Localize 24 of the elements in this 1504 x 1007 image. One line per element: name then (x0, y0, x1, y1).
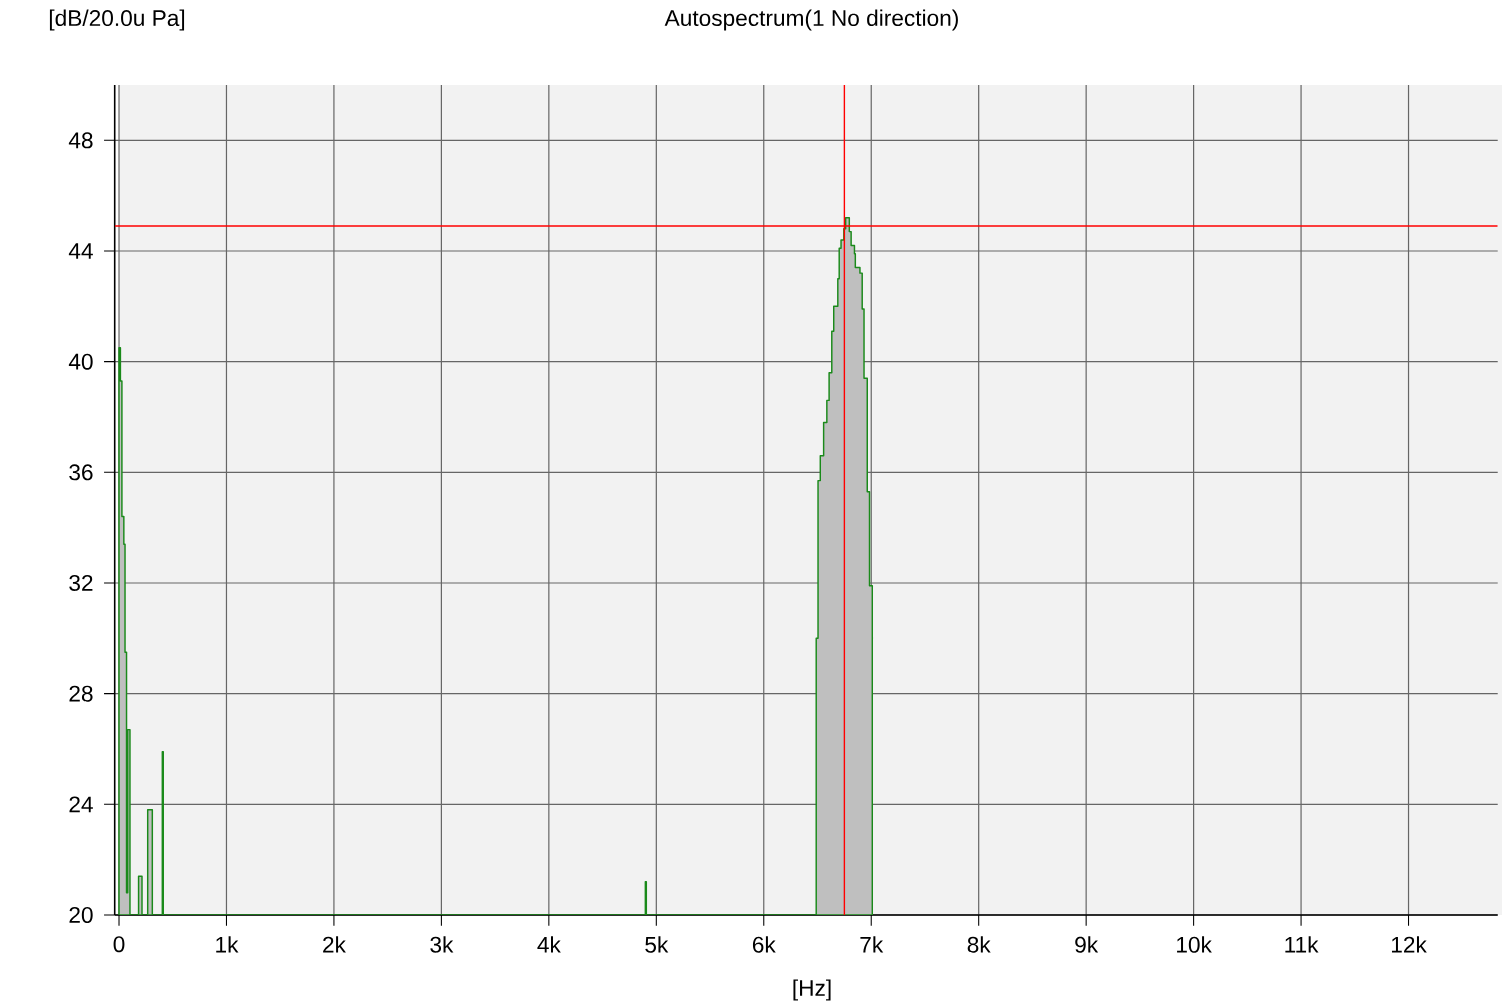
y-axis-title: [dB/20.0u Pa] (49, 9, 185, 31)
y-tick-label: 48 (68, 132, 93, 149)
x-tick-label: 0 (113, 936, 125, 953)
x-tick-label: 2k (323, 936, 346, 953)
y-tick-label: 44 (68, 243, 93, 259)
x-axis-title: [Hz] (793, 979, 831, 1001)
chart-title: Autospectrum(1 No direction) (664, 9, 958, 31)
y-tick-label: 40 (68, 353, 93, 370)
x-tick-label: 7k (860, 936, 884, 953)
y-tick-label: 32 (69, 574, 93, 592)
x-tick-label: 5k (645, 936, 669, 953)
y-tick-label: 24 (69, 796, 93, 813)
x-tick-label: 12k (1391, 936, 1427, 953)
x-tick-label: 4k (537, 936, 561, 953)
x-tick-label: 6k (752, 936, 776, 953)
x-tick-label: 10k (1177, 936, 1212, 953)
x-tick-label: 9k (1075, 936, 1099, 953)
y-tick-label: 20 (69, 906, 93, 924)
x-tick-label: 8k (967, 936, 991, 953)
x-tick-label: 1k (216, 936, 239, 953)
y-tick-label: 28 (69, 685, 93, 702)
x-tick-label: 3k (430, 936, 454, 953)
y-tick-label: 36 (69, 464, 93, 481)
x-tick-label: 11k (1285, 936, 1319, 953)
